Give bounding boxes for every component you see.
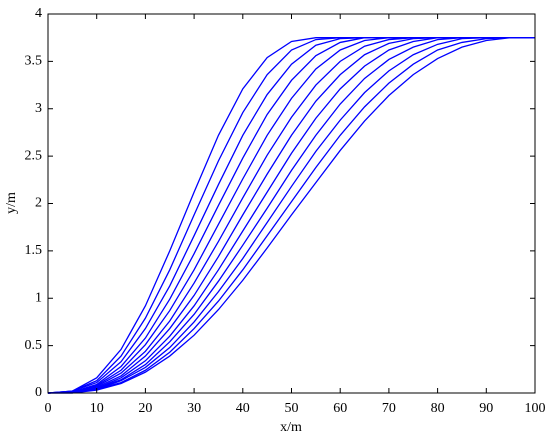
y-tick-label: 3.5: [25, 54, 43, 69]
y-axis-label: y/m: [4, 192, 19, 214]
y-tick-label: 0: [35, 385, 42, 400]
x-tick-label: 10: [90, 401, 104, 416]
x-tick-label: 100: [525, 401, 546, 416]
x-tick-label: 30: [187, 401, 201, 416]
y-tick-label: 4: [35, 6, 42, 21]
x-tick-label: 60: [333, 401, 347, 416]
data-line: [48, 37, 535, 394]
x-tick-label: 40: [236, 401, 250, 416]
x-tick-label: 0: [45, 401, 52, 416]
data-line: [47, 37, 535, 394]
x-tick-label: 90: [479, 401, 493, 416]
x-tick-label: 80: [431, 401, 445, 416]
y-tick-label: 0.5: [25, 338, 43, 353]
y-tick-label: 2: [35, 196, 42, 211]
plot-frame: [47, 13, 536, 394]
y-tick-label: 1.5: [25, 243, 43, 258]
data-line: [47, 37, 535, 394]
x-tick-label: 20: [138, 401, 152, 416]
x-tick-label: 70: [382, 401, 396, 416]
y-tick-label: 2.5: [25, 148, 43, 163]
y-tick-label: 3: [35, 101, 42, 116]
x-tick-label: 50: [285, 401, 299, 416]
y-tick-label: 1: [35, 290, 42, 305]
x-axis-label: x/m: [280, 420, 302, 435]
data-line: [48, 37, 535, 394]
